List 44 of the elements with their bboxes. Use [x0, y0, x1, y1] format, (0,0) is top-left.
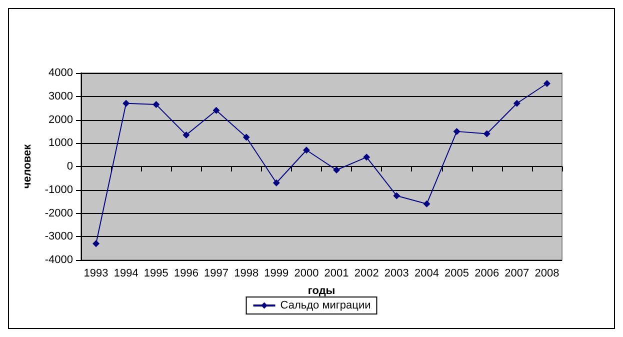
point: [333, 166, 340, 174]
y-tick-label: 4000: [48, 67, 73, 79]
x-tick-label: 1998: [234, 268, 259, 280]
y-tick-label: 3000: [48, 90, 73, 102]
x-tick-label: 2007: [504, 268, 530, 280]
point: [483, 130, 490, 138]
x-tick-label: 1994: [114, 268, 138, 280]
x-tick-label: 2006: [474, 268, 500, 280]
point: [453, 128, 460, 135]
x-tick-label: 2004: [414, 268, 439, 280]
point: [423, 200, 430, 208]
x-tick-label: 1997: [204, 268, 229, 280]
y-tick-label: 1000: [48, 137, 73, 150]
point: [272, 179, 280, 186]
x-axis-title: годы: [308, 284, 336, 297]
point: [363, 154, 370, 161]
point: [513, 100, 520, 107]
y-tick-label: -3000: [44, 230, 73, 243]
x-tick-label: 2000: [294, 268, 319, 280]
point: [152, 101, 160, 108]
x-tick-label: 1995: [144, 268, 168, 280]
x-tick-label: 2005: [444, 268, 470, 280]
point: [182, 131, 190, 138]
y-tick-label: -1000: [44, 184, 73, 196]
point: [122, 100, 130, 107]
point: [212, 106, 220, 114]
y-axis-title: человек: [22, 144, 34, 189]
x-tick-label: 2002: [354, 268, 379, 280]
point: [242, 134, 250, 141]
point: [543, 80, 550, 88]
y-tick-label: 0: [66, 160, 73, 172]
x-tick-label: 1996: [174, 268, 198, 280]
x-tick-label: 1993: [84, 268, 108, 280]
y-tick-label: -4000: [44, 254, 73, 266]
legend-label: Сальдо миграции: [280, 300, 371, 312]
point: [302, 146, 310, 154]
x-tick-label: 2001: [324, 268, 349, 280]
x-tick-label: 2008: [534, 268, 560, 280]
point: [393, 192, 400, 200]
y-tick-label: -2000: [44, 207, 73, 220]
x-tick-label: 2003: [384, 268, 409, 280]
point: [92, 240, 100, 248]
x-tick-label: 1999: [264, 268, 289, 280]
y-tick-label: 2000: [48, 114, 73, 126]
